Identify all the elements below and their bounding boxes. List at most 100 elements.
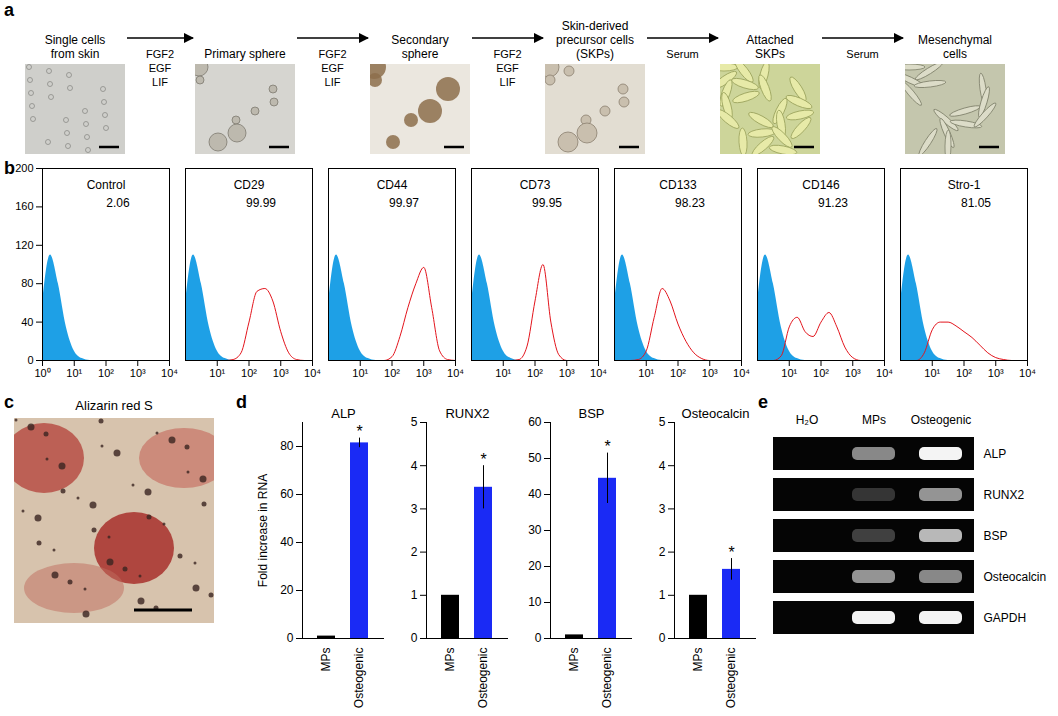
svg-text:10²: 10² <box>384 367 400 379</box>
svg-text:10⁴: 10⁴ <box>876 367 893 379</box>
svg-text:99.97: 99.97 <box>389 196 419 210</box>
svg-text:CD133: CD133 <box>659 178 697 192</box>
svg-text:RUNX2: RUNX2 <box>445 406 489 421</box>
svg-text:Serum: Serum <box>846 48 878 60</box>
svg-text:Primary sphere: Primary sphere <box>204 47 286 61</box>
svg-text:sphere: sphere <box>402 47 439 61</box>
svg-text:10¹: 10¹ <box>209 367 225 379</box>
svg-text:Control: Control <box>87 178 126 192</box>
svg-text:RUNX2: RUNX2 <box>984 488 1025 502</box>
svg-text:10³: 10³ <box>416 367 432 379</box>
svg-text:*: * <box>728 544 734 561</box>
svg-text:40: 40 <box>21 316 33 328</box>
svg-text:CD29: CD29 <box>234 178 265 192</box>
svg-text:160: 160 <box>15 200 33 212</box>
svg-text:Osteocalcin: Osteocalcin <box>984 570 1047 584</box>
svg-text:H₂O: H₂O <box>796 413 819 427</box>
svg-text:MPs: MPs <box>862 413 886 427</box>
svg-text:10¹: 10¹ <box>924 367 940 379</box>
svg-text:10¹: 10¹ <box>781 367 797 379</box>
svg-text:81.05: 81.05 <box>961 196 991 210</box>
svg-text:20: 20 <box>280 583 294 597</box>
svg-text:5: 5 <box>411 415 418 429</box>
svg-text:Fold increase in RNA: Fold increase in RNA <box>256 474 270 587</box>
svg-text:40: 40 <box>280 535 294 549</box>
svg-text:10²: 10² <box>956 367 972 379</box>
svg-text:2: 2 <box>411 545 418 559</box>
svg-text:10²: 10² <box>670 367 686 379</box>
svg-text:ALP: ALP <box>331 406 356 421</box>
svg-text:Osteogenic: Osteogenic <box>724 648 738 709</box>
svg-text:Mesenchymal: Mesenchymal <box>918 33 992 47</box>
svg-text:10³: 10³ <box>845 367 861 379</box>
svg-text:GAPDH: GAPDH <box>984 611 1027 625</box>
svg-text:40: 40 <box>528 487 542 501</box>
svg-text:Osteocalcin: Osteocalcin <box>682 406 750 421</box>
svg-text:BSP: BSP <box>984 529 1008 543</box>
svg-text:*: * <box>480 451 486 468</box>
svg-text:3: 3 <box>411 502 418 516</box>
svg-text:0: 0 <box>535 631 542 645</box>
svg-text:2: 2 <box>659 545 666 559</box>
svg-text:80: 80 <box>280 439 294 453</box>
svg-text:FGF2: FGF2 <box>493 48 521 60</box>
svg-text:10³: 10³ <box>702 367 718 379</box>
svg-text:10²: 10² <box>813 367 829 379</box>
svg-text:Stro-1: Stro-1 <box>948 178 981 192</box>
svg-text:MPs: MPs <box>443 648 457 672</box>
svg-text:precursor cells: precursor cells <box>556 33 634 47</box>
svg-text:10¹: 10¹ <box>352 367 368 379</box>
svg-text:10⁴: 10⁴ <box>161 367 178 379</box>
svg-text:10²: 10² <box>527 367 543 379</box>
svg-text:EGF: EGF <box>496 62 519 74</box>
svg-text:LIF: LIF <box>325 76 341 88</box>
svg-text:10³: 10³ <box>559 367 575 379</box>
svg-text:cells: cells <box>943 47 967 61</box>
svg-text:60: 60 <box>280 487 294 501</box>
svg-text:3: 3 <box>659 502 666 516</box>
svg-text:10⁰: 10⁰ <box>34 367 50 379</box>
svg-text:10³: 10³ <box>273 367 289 379</box>
svg-text:EGF: EGF <box>321 62 344 74</box>
svg-text:1: 1 <box>659 588 666 602</box>
svg-text:10⁴: 10⁴ <box>1019 367 1036 379</box>
svg-text:Osteogenic: Osteogenic <box>352 648 366 709</box>
svg-text:99.95: 99.95 <box>532 196 562 210</box>
svg-text:CD73: CD73 <box>520 178 551 192</box>
svg-text:20: 20 <box>528 559 542 573</box>
svg-text:Skin-derived: Skin-derived <box>562 19 629 33</box>
svg-text:Serum: Serum <box>666 48 698 60</box>
svg-text:Osteogenic: Osteogenic <box>600 648 614 709</box>
svg-text:CD146: CD146 <box>802 178 840 192</box>
svg-text:80: 80 <box>21 277 33 289</box>
svg-text:2.06: 2.06 <box>106 196 130 210</box>
svg-text:98.23: 98.23 <box>675 196 705 210</box>
svg-text:EGF: EGF <box>149 62 172 74</box>
svg-text:FGF2: FGF2 <box>318 48 346 60</box>
svg-text:SKPs: SKPs <box>755 47 785 61</box>
svg-text:0: 0 <box>411 631 418 645</box>
svg-text:4: 4 <box>659 459 666 473</box>
svg-text:120: 120 <box>15 239 33 251</box>
svg-text:from skin: from skin <box>51 47 100 61</box>
svg-text:10¹: 10¹ <box>495 367 511 379</box>
svg-text:10⁴: 10⁴ <box>733 367 750 379</box>
svg-text:CD44: CD44 <box>377 178 408 192</box>
svg-text:10¹: 10¹ <box>638 367 654 379</box>
svg-text:LIF: LIF <box>500 76 516 88</box>
svg-text:0: 0 <box>659 631 666 645</box>
svg-text:*: * <box>604 438 610 455</box>
svg-text:0: 0 <box>27 354 33 366</box>
svg-text:MPs: MPs <box>567 648 581 672</box>
svg-text:10⁴: 10⁴ <box>447 367 464 379</box>
svg-text:10²: 10² <box>98 367 114 379</box>
svg-text:MPs: MPs <box>691 648 705 672</box>
svg-text:Osteogenic: Osteogenic <box>911 413 972 427</box>
svg-text:10⁴: 10⁴ <box>590 367 607 379</box>
svg-text:*: * <box>356 423 362 440</box>
svg-text:BSP: BSP <box>578 406 604 421</box>
svg-text:50: 50 <box>528 451 542 465</box>
svg-text:1: 1 <box>411 588 418 602</box>
svg-text:10³: 10³ <box>988 367 1004 379</box>
svg-text:10³: 10³ <box>130 367 146 379</box>
